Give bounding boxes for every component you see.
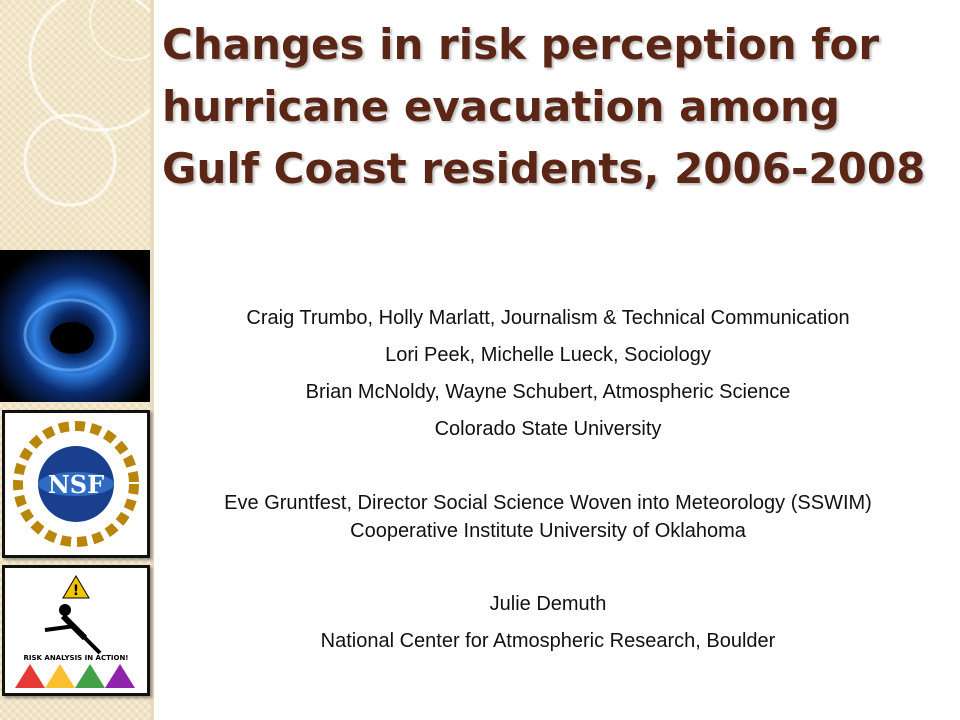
author-line: Craig Trumbo, Holly Marlatt, Journalism … (246, 307, 850, 329)
author-line: Julie Demuth (489, 593, 607, 615)
affiliation-line: Colorado State University (434, 418, 662, 440)
title-line: hurricane evacuation among (162, 82, 840, 131)
author-line: Eve Gruntfest, Director Social Science W… (224, 492, 872, 514)
nsf-logo: NSF (2, 410, 150, 558)
warning-mark: ! (73, 583, 79, 599)
hurricane-image (0, 250, 150, 402)
title-line: Changes in risk perception for (162, 20, 880, 69)
author-line: Lori Peek, Michelle Lueck, Sociology (385, 344, 711, 366)
risk-text: RISK ANALYSIS IN ACTION! (24, 654, 129, 662)
nsf-emblem: NSF (13, 421, 139, 547)
affiliation-line: Cooperative Institute University of Okla… (350, 520, 746, 542)
risk-logo: ! RISK ANALYSIS IN ACTION! (2, 565, 150, 696)
author-line: Brian McNoldy, Wayne Schubert, Atmospher… (305, 381, 791, 403)
title-line: Gulf Coast residents, 2006-2008 (162, 144, 926, 193)
nsf-text: NSF (48, 470, 104, 499)
slide-title: Changes in risk perception for hurricane… (162, 14, 952, 200)
divider (150, 0, 154, 720)
affiliation-line: National Center for Atmospheric Research… (320, 630, 776, 652)
risk-emblem: ! RISK ANALYSIS IN ACTION! (15, 575, 135, 688)
circles (23, 0, 172, 207)
